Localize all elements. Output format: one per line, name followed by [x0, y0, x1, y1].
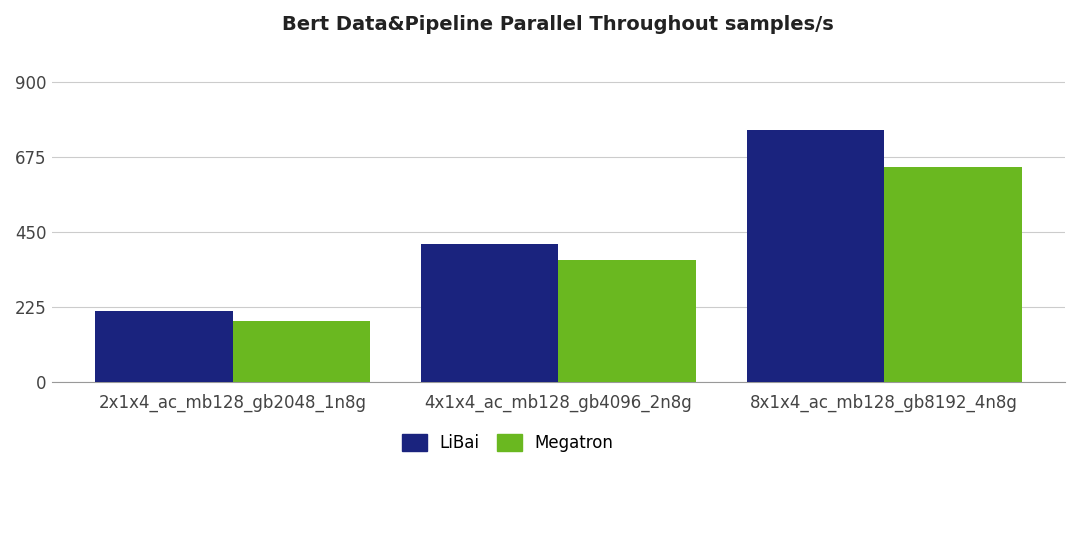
Bar — [885, 167, 1022, 382]
Bar — [421, 244, 558, 382]
Legend: LiBai, Megatron: LiBai, Megatron — [395, 427, 620, 459]
Title: Bert Data&Pipeline Parallel Throughout samples/s: Bert Data&Pipeline Parallel Throughout s… — [283, 15, 834, 34]
Bar — [746, 130, 885, 382]
Bar — [558, 261, 696, 382]
Bar — [232, 320, 370, 382]
Bar — [95, 311, 232, 382]
